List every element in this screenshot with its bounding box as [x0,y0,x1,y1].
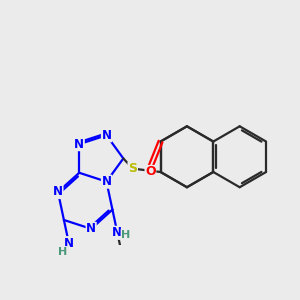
Text: N: N [64,237,74,250]
Text: H: H [121,230,130,239]
Text: N: N [86,222,96,235]
Text: N: N [53,185,63,199]
Text: N: N [101,129,112,142]
Text: S: S [128,162,137,175]
Text: N: N [112,226,122,239]
Text: H: H [58,247,68,256]
Text: S: S [128,162,137,175]
Text: N: N [74,138,84,151]
Text: O: O [145,166,156,178]
Text: N: N [101,175,112,188]
